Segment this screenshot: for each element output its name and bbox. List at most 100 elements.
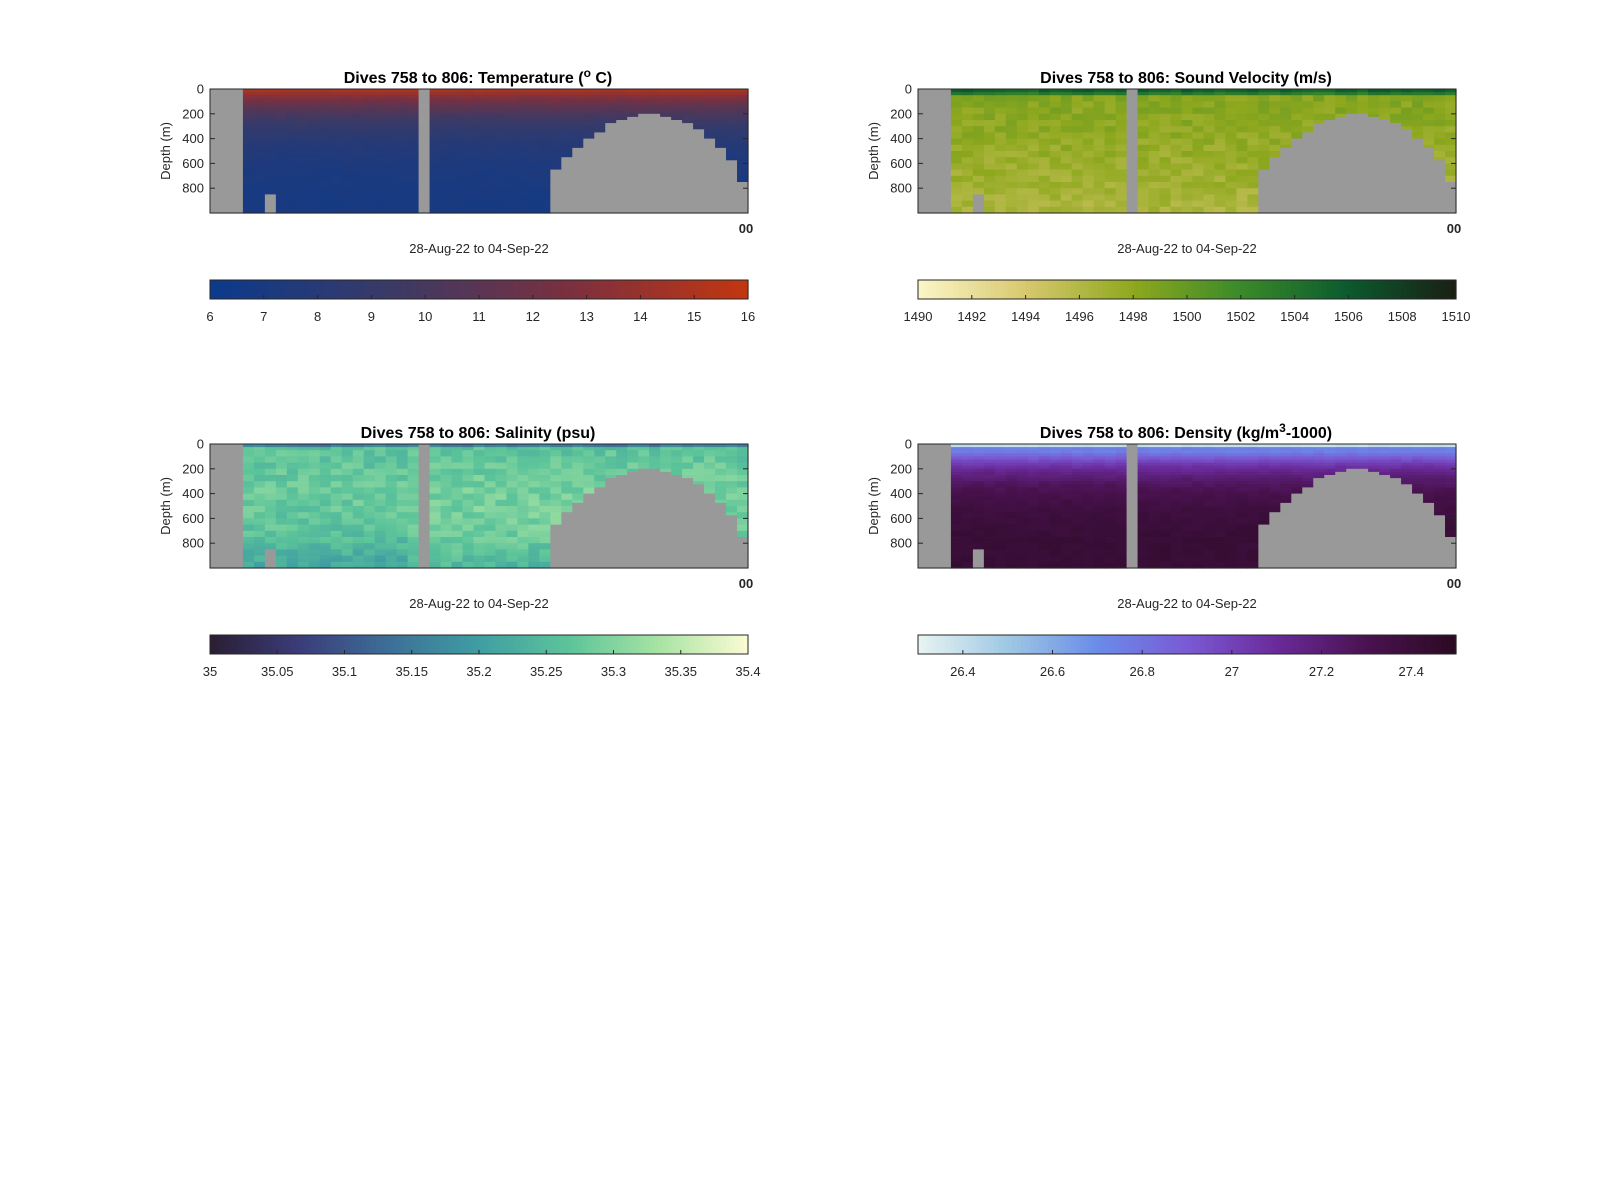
heatmap-cell (341, 129, 354, 133)
heatmap-cell (994, 92, 1007, 96)
heatmap-cell (983, 120, 996, 124)
heatmap-cell (210, 444, 222, 448)
heatmap-cell (1137, 135, 1150, 140)
heatmap-cell (363, 540, 376, 544)
heatmap-cell (253, 89, 266, 93)
heatmap-cell (649, 107, 661, 112)
heatmap-cell (275, 154, 288, 158)
heatmap-cell (1093, 175, 1106, 180)
heatmap-cell (693, 104, 705, 109)
heatmap-cell (1379, 166, 1391, 171)
heatmap-cell (1291, 188, 1303, 192)
heatmap-cell (231, 200, 244, 205)
heatmap-cell (928, 101, 941, 106)
heatmap-cell (1159, 151, 1172, 155)
heatmap-cell (1357, 147, 1369, 152)
heatmap-cell (210, 465, 222, 470)
heatmap-cell (994, 188, 1007, 192)
heatmap-cell (1445, 89, 1457, 93)
colorbar-segment (1361, 280, 1367, 299)
heatmap-cell (1159, 188, 1172, 192)
heatmap-cell (550, 178, 562, 183)
heatmap-cell (1093, 95, 1106, 99)
heatmap-cell (561, 172, 573, 177)
heatmap-cell (264, 450, 277, 454)
heatmap-cell (1115, 89, 1128, 93)
heatmap-cell (352, 169, 365, 174)
heatmap-cell (275, 92, 288, 96)
heatmap-cell (1181, 206, 1194, 211)
heatmap-cell (517, 157, 530, 161)
colorbar-segment (613, 280, 619, 299)
heatmap-cell (1027, 200, 1040, 205)
heatmap-cell (649, 132, 661, 137)
heatmap-cell (1346, 126, 1358, 130)
heatmap-cell (275, 138, 288, 143)
heatmap-cell (737, 169, 749, 174)
heatmap-cell (341, 101, 354, 106)
heatmap-cell (319, 453, 332, 457)
heatmap-cell (484, 110, 497, 115)
heatmap-cell (1302, 147, 1314, 152)
heatmap-cell (1049, 138, 1062, 143)
heatmap-cell (1137, 107, 1150, 112)
heatmap-cell (1104, 132, 1117, 137)
heatmap-cell (1335, 110, 1347, 115)
heatmap-cell (616, 151, 628, 155)
heatmap-cell (385, 98, 398, 102)
heatmap-cell (374, 203, 387, 208)
heatmap-cell (616, 188, 628, 192)
heatmap-cell (396, 543, 409, 547)
heatmap-cell (528, 123, 540, 127)
heatmap-cell (1038, 206, 1051, 211)
axes-frame (917, 88, 1457, 214)
heatmap-cell (341, 197, 354, 202)
heatmap-cell (561, 157, 573, 161)
heatmap-cell (210, 104, 222, 109)
heatmap-cell (462, 138, 475, 143)
heatmap-cell (1005, 175, 1018, 180)
heatmap-cell (1126, 166, 1139, 171)
heatmap-cell (561, 92, 573, 96)
heatmap-cell (210, 194, 222, 199)
heatmap-cell (1302, 154, 1314, 158)
heatmap-cell (1093, 185, 1106, 189)
heatmap-cell (1126, 98, 1139, 102)
heatmap-cell (363, 123, 376, 127)
heatmap-cell (517, 154, 530, 158)
heatmap-cell (231, 453, 244, 457)
heatmap-cell (440, 104, 453, 109)
heatmap-cell (517, 163, 530, 168)
heatmap-cell (918, 135, 930, 140)
heatmap-cell (961, 209, 974, 214)
heatmap-cell (363, 101, 376, 106)
heatmap-cell (1346, 113, 1358, 118)
heatmap-cell (1148, 135, 1161, 140)
heatmap-cell (1247, 132, 1259, 137)
heatmap-cell (231, 194, 244, 199)
heatmap-cell (1115, 135, 1128, 140)
heatmap-cell (418, 163, 431, 168)
heatmap-cell (1148, 138, 1161, 143)
heatmap-cell (220, 107, 233, 112)
heatmap-cell (605, 175, 617, 180)
heatmap-cell (517, 116, 530, 121)
heatmap-cell (341, 506, 354, 510)
heatmap-cell (418, 116, 431, 121)
heatmap-cell (220, 450, 233, 454)
heatmap-cell (1214, 144, 1227, 149)
heatmap-cell (704, 209, 716, 214)
heatmap-cell (1445, 113, 1457, 118)
heatmap-cell (1401, 151, 1413, 155)
heatmap-cell (319, 160, 332, 164)
heatmap-cell (253, 92, 266, 96)
heatmap-cell (1016, 144, 1029, 149)
heatmap-cell (407, 194, 420, 199)
heatmap-cell (660, 166, 672, 171)
heatmap-cell (264, 555, 277, 560)
heatmap-cell (605, 98, 617, 102)
heatmap-cell (1071, 110, 1084, 115)
heatmap-cell (972, 163, 985, 168)
heatmap-cell (583, 166, 595, 171)
heatmap-cell (341, 182, 354, 186)
